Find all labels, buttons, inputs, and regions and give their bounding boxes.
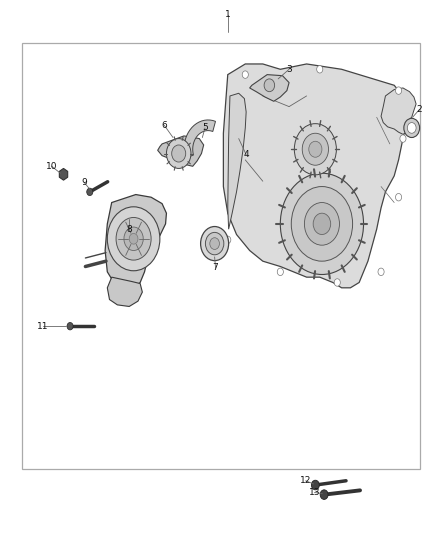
Text: 3: 3 (286, 65, 292, 74)
Circle shape (124, 227, 143, 251)
Circle shape (67, 322, 73, 330)
Circle shape (277, 268, 283, 276)
Bar (22, 43, 420, 469)
Circle shape (317, 66, 323, 73)
Circle shape (334, 279, 340, 286)
Text: 13: 13 (309, 488, 320, 497)
Circle shape (404, 118, 420, 138)
Text: 5: 5 (202, 124, 208, 132)
Polygon shape (250, 75, 289, 101)
Circle shape (311, 480, 319, 490)
Circle shape (166, 139, 191, 168)
Circle shape (407, 123, 416, 133)
Circle shape (172, 145, 186, 162)
Circle shape (320, 490, 328, 499)
Circle shape (201, 227, 229, 261)
Text: 10: 10 (46, 162, 57, 171)
Text: 7: 7 (212, 263, 219, 272)
Polygon shape (381, 88, 416, 134)
Circle shape (309, 141, 322, 157)
Circle shape (378, 268, 384, 276)
Circle shape (264, 79, 275, 92)
Circle shape (294, 124, 336, 175)
Circle shape (87, 188, 93, 196)
Circle shape (396, 193, 402, 201)
Polygon shape (158, 136, 204, 166)
Circle shape (400, 135, 406, 142)
Text: 9: 9 (81, 178, 87, 187)
Polygon shape (184, 120, 215, 158)
Circle shape (396, 87, 402, 94)
Circle shape (291, 187, 353, 261)
Circle shape (313, 213, 331, 235)
Circle shape (107, 207, 160, 271)
Circle shape (225, 236, 231, 244)
Circle shape (280, 173, 364, 274)
Circle shape (205, 232, 224, 255)
Circle shape (304, 203, 339, 245)
Polygon shape (107, 277, 142, 306)
Text: 4: 4 (244, 150, 249, 159)
Text: 1: 1 (225, 11, 231, 19)
Circle shape (302, 133, 328, 165)
Polygon shape (59, 168, 68, 180)
Circle shape (116, 217, 151, 260)
Circle shape (210, 238, 219, 249)
Text: 2: 2 (417, 105, 422, 114)
Text: 12: 12 (300, 477, 311, 485)
Circle shape (129, 233, 138, 244)
Text: 11: 11 (37, 322, 49, 330)
Circle shape (242, 71, 248, 78)
Text: 8: 8 (126, 225, 132, 233)
Polygon shape (105, 195, 166, 288)
Text: 6: 6 (161, 121, 167, 130)
Polygon shape (223, 64, 407, 288)
Polygon shape (228, 93, 246, 229)
